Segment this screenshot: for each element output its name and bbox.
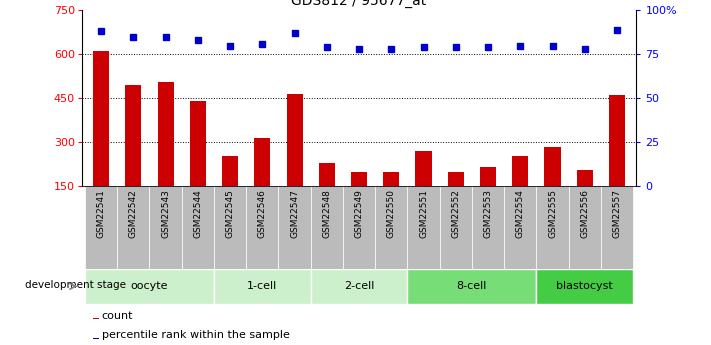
Bar [407, 186, 439, 269]
Bar [85, 269, 214, 304]
Text: GSM22546: GSM22546 [258, 189, 267, 238]
Text: GSM22548: GSM22548 [322, 189, 331, 238]
Bar [383, 171, 400, 230]
Bar [158, 82, 173, 230]
Bar [439, 186, 472, 269]
Bar [415, 151, 432, 230]
Bar [536, 186, 569, 269]
Text: GSM22549: GSM22549 [355, 189, 363, 238]
Bar [246, 186, 279, 269]
Bar [117, 186, 149, 269]
Bar [93, 318, 99, 319]
Text: GSM22544: GSM22544 [193, 189, 203, 238]
Text: GSM22555: GSM22555 [548, 189, 557, 238]
Bar [93, 51, 109, 230]
Bar [480, 167, 496, 230]
Bar [287, 94, 303, 230]
Text: GSM22553: GSM22553 [483, 189, 493, 238]
Text: GSM22556: GSM22556 [580, 189, 589, 238]
Bar [182, 186, 214, 269]
Bar [545, 147, 560, 230]
Bar [311, 269, 407, 304]
Bar [375, 186, 407, 269]
Bar [319, 163, 335, 230]
Text: blastocyst: blastocyst [557, 282, 613, 291]
Bar [149, 186, 182, 269]
Text: GSM22550: GSM22550 [387, 189, 396, 238]
Text: GSM22547: GSM22547 [290, 189, 299, 238]
Text: GSM22541: GSM22541 [97, 189, 106, 238]
Bar [448, 171, 464, 230]
Bar [311, 186, 343, 269]
Text: GSM22557: GSM22557 [612, 189, 621, 238]
Text: GSM22554: GSM22554 [515, 189, 525, 238]
Bar [255, 138, 270, 230]
Bar [214, 269, 311, 304]
Text: 8-cell: 8-cell [456, 282, 487, 291]
Text: GSM22543: GSM22543 [161, 189, 170, 238]
Text: GSM22552: GSM22552 [451, 189, 460, 238]
Bar [504, 186, 536, 269]
Bar [577, 170, 593, 230]
Bar [190, 101, 206, 230]
Bar [222, 156, 238, 230]
Text: GSM22545: GSM22545 [225, 189, 235, 238]
Bar [85, 186, 117, 269]
Bar [351, 171, 367, 230]
Bar [512, 156, 528, 230]
Bar [472, 186, 504, 269]
Text: percentile rank within the sample: percentile rank within the sample [102, 331, 289, 341]
Text: GSM22551: GSM22551 [419, 189, 428, 238]
Text: development stage: development stage [24, 280, 126, 289]
Bar [601, 186, 633, 269]
Text: oocyte: oocyte [131, 282, 169, 291]
Bar [536, 269, 633, 304]
Bar [279, 186, 311, 269]
Bar [407, 269, 536, 304]
Bar [93, 338, 99, 339]
Bar [125, 85, 141, 230]
Text: count: count [102, 311, 133, 321]
Text: GSM22542: GSM22542 [129, 189, 138, 238]
Bar [343, 186, 375, 269]
Bar [609, 95, 625, 230]
Text: 2-cell: 2-cell [344, 282, 374, 291]
Bar [569, 186, 601, 269]
Text: 1-cell: 1-cell [247, 282, 277, 291]
Bar [214, 186, 246, 269]
Title: GDS812 / 95677_at: GDS812 / 95677_at [292, 0, 427, 8]
